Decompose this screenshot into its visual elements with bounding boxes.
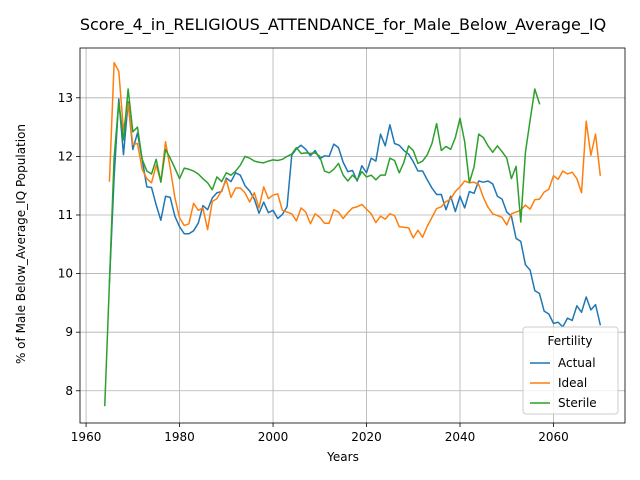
x-tick-label: 2000 bbox=[258, 430, 289, 444]
x-axis-label: Years bbox=[326, 450, 359, 464]
y-tick-label: 12 bbox=[58, 149, 73, 163]
y-tick-label: 9 bbox=[65, 325, 73, 339]
chart-title: Score_4_in_RELIGIOUS_ATTENDANCE_for_Male… bbox=[80, 15, 606, 35]
x-tick-label: 2020 bbox=[351, 430, 382, 444]
series-line-actual bbox=[108, 98, 602, 328]
y-axis-label: % of Male Below_Average_IQ Population bbox=[14, 124, 28, 364]
legend-label-actual: Actual bbox=[558, 356, 596, 370]
legend-items: Actual Ideal Sterile bbox=[530, 356, 597, 410]
x-tick-label: 2040 bbox=[445, 430, 476, 444]
legend-box bbox=[522, 326, 619, 415]
legend: Fertility Actual Ideal Sterile bbox=[522, 326, 619, 415]
y-tick-label: 11 bbox=[58, 208, 73, 222]
y-tick-label: 8 bbox=[65, 384, 73, 398]
plot-frame bbox=[79, 47, 626, 424]
y-tick-label: 13 bbox=[58, 91, 73, 105]
x-tick-label: 1960 bbox=[71, 430, 102, 444]
legend-label-ideal: Ideal bbox=[558, 376, 587, 390]
series-line-ideal bbox=[108, 61, 602, 239]
x-tick-label: 1980 bbox=[164, 430, 195, 444]
grid bbox=[80, 48, 625, 423]
series-line-sterile bbox=[103, 88, 541, 407]
legend-label-sterile: Sterile bbox=[558, 396, 597, 410]
axis-ticks: 1960 1980 2000 2020 2040 2060 8 9 10 11 12 13 bbox=[58, 91, 569, 444]
series-lines bbox=[103, 61, 602, 407]
legend-title: Fertility bbox=[547, 334, 592, 348]
y-tick-label: 10 bbox=[58, 267, 73, 281]
x-tick-label: 2060 bbox=[538, 430, 569, 444]
